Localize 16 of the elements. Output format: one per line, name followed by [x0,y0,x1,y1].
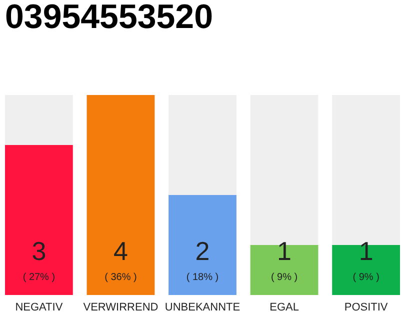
annotation: ( 36% ) [104,272,137,283]
x-tick-label: VERWIRREND [83,302,158,314]
data-label: 1 [277,236,292,266]
data-label: 1 [358,236,374,266]
data-label: 4 [113,236,128,266]
x-tick-label: EGAL [270,302,299,314]
annotation: ( 9% ) [270,272,298,283]
x-tick-label: UNBEKANNTE [164,302,240,314]
chart-title: 03954553520 [5,0,214,36]
annotation: ( 27% ) [22,272,56,283]
annotation: ( 9% ) [352,272,380,283]
x-tick-label: NEGATIV [15,302,64,314]
annotation: ( 18% ) [186,272,219,283]
x-tick-label: POSITIV [344,302,388,314]
data-label: 3 [32,236,46,266]
data-label: 2 [195,236,210,266]
